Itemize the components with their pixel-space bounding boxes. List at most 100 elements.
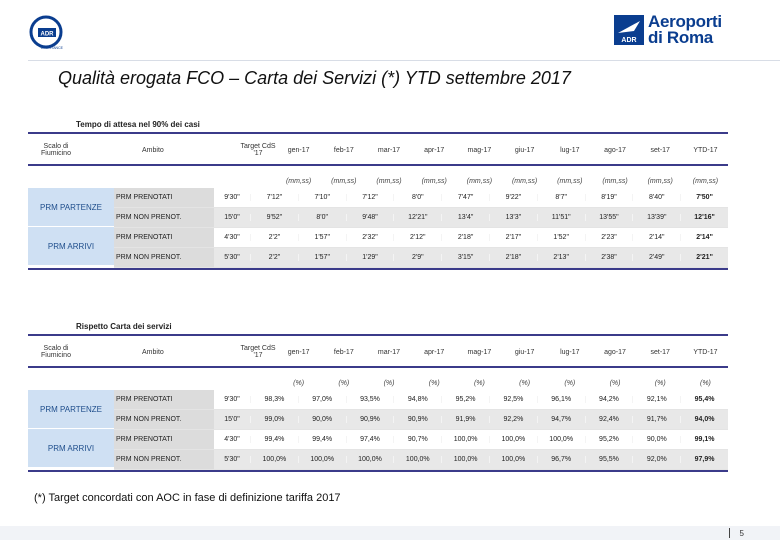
table-caption: Rispetto Carta dei servizi [76,322,172,331]
page-number: 5 [739,529,744,538]
header-month: apr-17 [424,348,445,356]
ambito-cell: PRM NON PRENOT. [114,248,214,267]
month-cell: 90,9% [345,416,394,423]
footnote: (*) Target concordati con AOC in fase di… [34,492,341,504]
month-cell: 100,0% [441,436,489,443]
month-cell: 92,2% [488,416,537,423]
header-target: Target CdS '17 [240,143,276,157]
month-cell: 2'17" [488,234,537,241]
target-cell: 9'30" [224,396,240,403]
month-cell: 100,0% [345,456,394,463]
month-cell: 100,0% [488,456,537,463]
ambito-cell: PRM PRENOTATI [114,430,214,449]
month-cell: 93,5% [345,396,394,403]
unit-label: (%) [428,379,440,387]
month-cell: 2'9" [393,254,441,261]
header-ambito: Ambito [142,348,164,356]
table-row: PRM PRENOTATI 9'30" 98,3% 97,0% 93,5% 94,8% 95… [114,390,728,410]
table-row: PRM PRENOTATI 4'30" 99,4% 99,4% 97,4% 90,7% 10… [114,430,728,450]
month-cell: 2'2" [250,234,298,241]
month-cell: 7'47" [441,194,489,201]
month-cell: 1'57" [297,254,346,261]
table-row: PRM NON PRENOT. 15'0" 99,0% 90,0% 90,9% 90,9%… [114,410,728,430]
target-cell: 5'30" [224,456,240,463]
ytd-cell: 7'50" [680,194,728,201]
month-cell: 2'14" [632,234,680,241]
unit-label: (mm,ss) [647,177,673,185]
month-cell: 8'0" [393,194,441,201]
unit-label: (mm,ss) [557,177,583,185]
svg-text:ADR: ADR [41,32,55,38]
header-month: gen-17 [287,146,310,154]
month-cell: 91,9% [441,416,489,423]
month-cell: 2'12" [393,234,441,241]
month-cell: 95,5% [584,456,633,463]
month-cell: 8'40" [632,194,680,201]
header-month: mag-17 [467,348,492,356]
header-month: set-17 [650,146,670,154]
month-cell: 90,9% [393,416,441,423]
table-row: PRM NON PRENOT. 15'0" 9'52" 8'0" 9'48" 12'21"… [114,208,728,228]
month-cell: 7'12" [250,194,298,201]
unit-label: (%) [519,379,531,387]
svg-text:ASSISTANCE: ASSISTANCE [41,46,64,50]
header-divider [28,60,780,61]
table-header-row: Scalo di Fiumicino Ambito Target CdS '17… [28,136,728,166]
ytd-cell: 97,9% [680,456,728,463]
month-cell: 97,4% [345,436,394,443]
month-cell: 8'19" [584,194,633,201]
month-cell: 100,0% [536,436,585,443]
ytd-cell: 12'16" [680,214,728,221]
month-cell: 8'0" [297,214,346,221]
header-month: giu-17 [514,146,535,154]
month-cell: 92,4% [584,416,633,423]
target-cell: 9'30" [224,194,240,201]
month-cell: 95,2% [441,396,489,403]
month-cell: 94,8% [393,396,441,403]
group-label-arrivi: PRM ARRIVI [28,429,114,468]
unit-label: (mm,ss) [692,177,719,185]
month-cell: 3'15" [441,254,489,261]
month-cell: 100,0% [250,456,298,463]
unit-label: (mm,ss) [421,177,447,185]
table-header-row: Scalo di Fiumicino Ambito Target CdS '17… [28,338,728,368]
month-cell: 1'52" [536,234,585,241]
unit-label: (mm,ss) [511,177,538,185]
group-label-partenze: PRM PARTENZE [28,390,114,429]
table-row: PRM PRENOTATI 4'30" 2'2" 1'57" 2'32" 2'12" 2'1… [114,228,728,248]
logo-line-1: Aeroporti [648,12,722,31]
month-cell: 2'18" [488,254,537,261]
month-cell: 99,4% [297,436,346,443]
waiting-time-table: Tempo di attesa nel 90% dei casi Scalo d… [28,120,728,270]
header-ambito: Ambito [142,146,164,154]
month-cell: 97,0% [297,396,346,403]
month-cell: 9'48" [345,214,394,221]
unit-label: (mm,ss) [331,177,357,185]
ambito-cell: PRM PRENOTATI [114,390,214,409]
month-cell: 7'12" [345,194,394,201]
month-cell: 92,5% [488,396,537,403]
month-cell: 2'38" [584,254,633,261]
month-cell: 96,7% [536,456,585,463]
month-cell: 2'18" [441,234,489,241]
table-bottom-rule [28,470,728,472]
month-cell: 100,0% [488,436,537,443]
unit-label: (%) [654,379,666,387]
unit-label: (%) [293,379,305,387]
month-cell: 2'49" [632,254,680,261]
target-cell: 15'0" [224,214,240,221]
target-cell: 15'0" [224,416,240,423]
ytd-cell: 94,0% [680,416,728,423]
month-cell: 100,0% [393,456,441,463]
month-cell: 13'55" [584,214,633,221]
unit-label: (mm,ss) [602,177,628,185]
header-month: mag-17 [467,146,492,154]
month-cell: 92,1% [632,396,680,403]
group-label-partenze: PRM PARTENZE [28,188,114,227]
table-top-rule [28,132,728,134]
month-cell: 8'7" [536,194,585,201]
month-cell: 100,0% [441,456,489,463]
month-cell: 99,0% [250,416,298,423]
month-cell: 13'3" [488,214,537,221]
units-row: (mm,ss) (mm,ss) (mm,ss) (mm,ss) (mm,ss) … [28,174,728,188]
